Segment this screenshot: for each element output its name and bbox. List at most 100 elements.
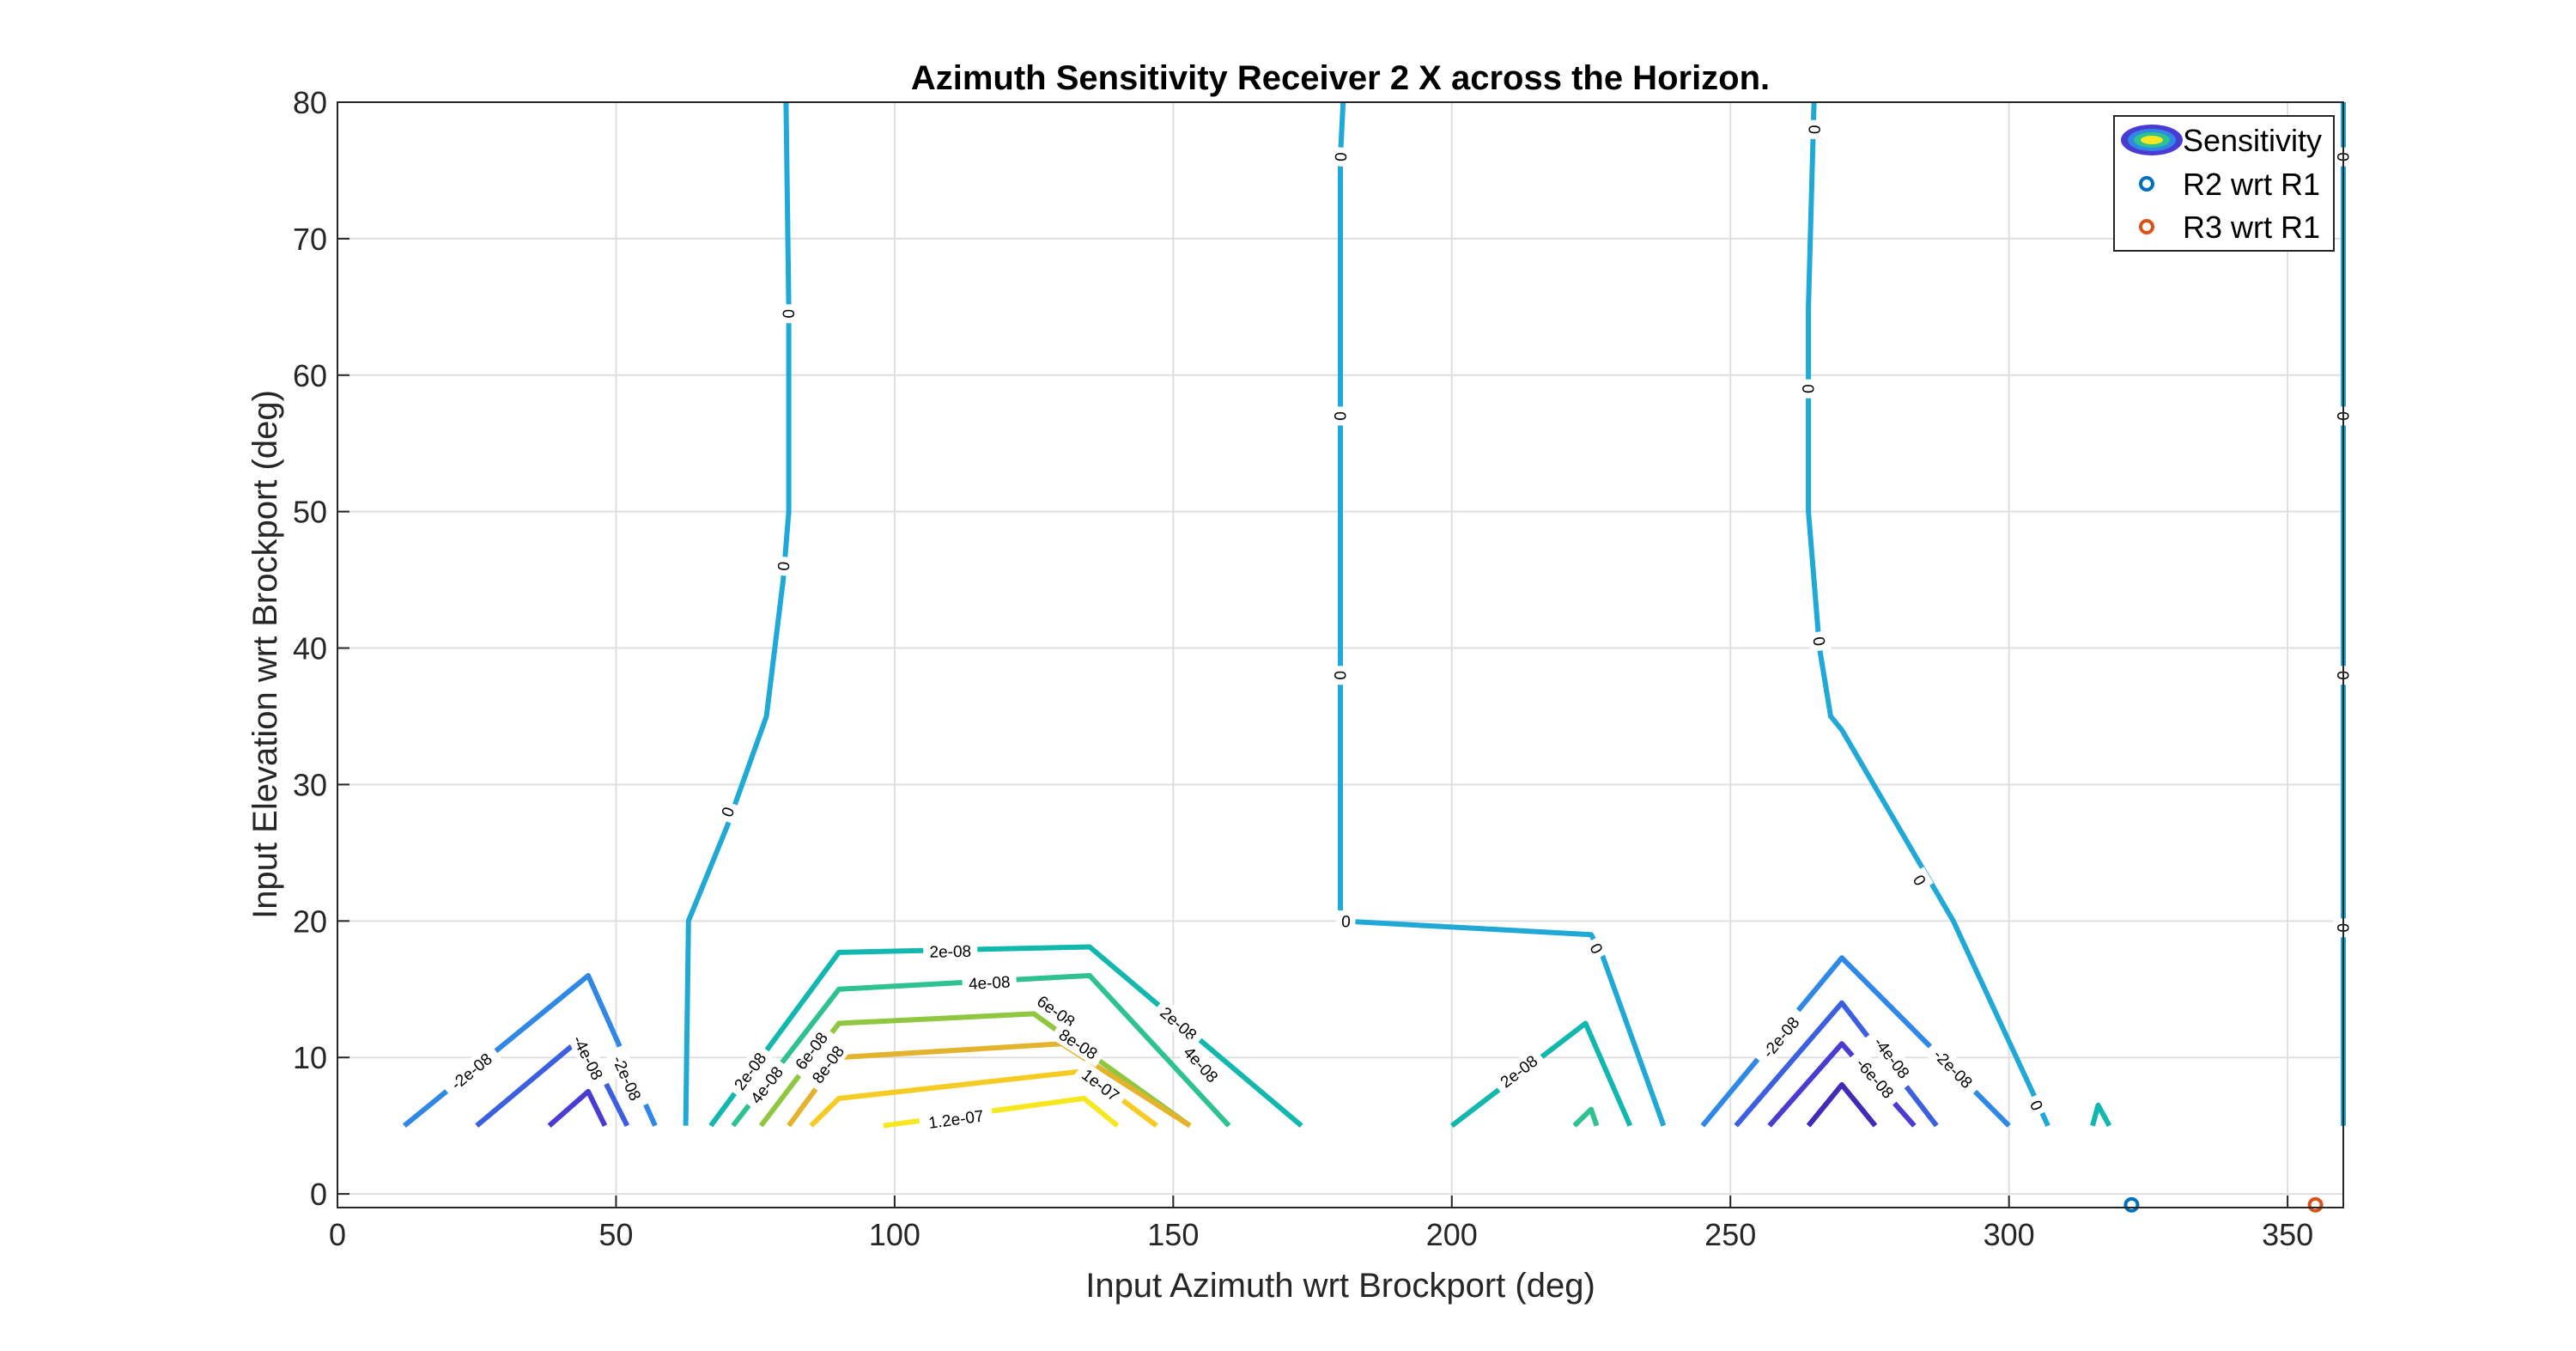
contour-label-bg (440, 1043, 502, 1099)
contour-label-bg (1752, 1006, 1809, 1068)
y-tick-label: 30 (293, 767, 327, 802)
y-tick-label: 70 (293, 222, 327, 257)
contour-label-text: 0 (1333, 152, 1352, 162)
contour-label: 0 (1329, 147, 1352, 167)
contour-label-bg (923, 940, 978, 962)
contour-label-bg (1329, 147, 1352, 167)
contour-label: 0 (2023, 1092, 2050, 1118)
contour-label-bg (1491, 1046, 1546, 1096)
legend-r2-marker (2139, 176, 2154, 192)
legend-label-r2: R2 wrt R1 (2183, 167, 2320, 202)
contour-label-bg (1807, 630, 1832, 653)
contour-label-text: 0 (1806, 125, 1824, 134)
contour-label-bg (803, 1036, 853, 1092)
contour-label-bg (564, 1024, 612, 1091)
marker-r2-wrt-r1 (2123, 1196, 2140, 1213)
contour-label-text: 0 (2333, 411, 2351, 421)
y-tick-label: 40 (293, 631, 327, 666)
contour-label: 0 (772, 556, 794, 577)
contour-label-bg (1923, 1038, 1984, 1098)
contour-label-bg (1330, 666, 1351, 685)
contour-line (547, 1088, 608, 1128)
contour-label-text: 4e-08 (968, 973, 1011, 994)
contour-label: 0 (714, 799, 741, 825)
y-tick-label: 20 (293, 904, 327, 939)
legend: Sensitivity R2 wrt R1 R3 wrt R1 (2113, 115, 2335, 252)
contour-label-text: 0 (775, 561, 794, 571)
contour-label-bg (1049, 1020, 1108, 1068)
contour-line (1806, 1082, 1878, 1128)
contour-label-bg (605, 1044, 650, 1111)
x-tick-label: 200 (1426, 1217, 1478, 1252)
y-tick-label: 80 (293, 85, 327, 120)
contour-label-bg (1905, 867, 1934, 894)
x-tick-label: 150 (1147, 1217, 1199, 1252)
x-tick-label: 300 (1984, 1217, 2035, 1252)
y-tick-label: 50 (293, 495, 327, 530)
x-axis-label: Input Azimuth wrt Brockport (deg) (1085, 1267, 1595, 1305)
contour-label-text: 0 (1798, 384, 1816, 393)
contour-label-bg (1803, 119, 1825, 140)
contour-label: 2e-08 (923, 940, 978, 962)
contour-line (2090, 1102, 2112, 1128)
contour-label-bg (2023, 1092, 2050, 1118)
contour-label: 0 (1807, 630, 1832, 653)
x-tick-label: 350 (2262, 1217, 2313, 1252)
contour-label-bg (1846, 1047, 1905, 1109)
contour-label-text: 0 (2333, 152, 2351, 161)
contour-label-bg (1072, 1060, 1129, 1110)
legend-r3-marker (2139, 219, 2154, 234)
contour-label: 0 (778, 304, 799, 324)
contour-label-bg (741, 1056, 792, 1113)
contour-label-bg (1028, 987, 1084, 1036)
contour-label-text: 0 (1808, 636, 1827, 648)
contour-label-bg (778, 304, 799, 324)
contour-label-bg (1798, 379, 1820, 399)
contour-label-text: 2e-08 (929, 943, 971, 962)
y-axis-label: Input Elevation wrt Brockport (deg) (246, 390, 284, 919)
contour-label-text: 0 (1341, 913, 1352, 932)
contour-label-bg (725, 1043, 775, 1099)
contour-label-bg (786, 1022, 836, 1079)
contour-label: 4e-08 (962, 971, 1018, 995)
x-tick-label: 250 (1704, 1217, 1756, 1252)
contour-label-bg (1330, 406, 1351, 426)
contour-label-text: 0 (2333, 923, 2351, 933)
contour-label-bg (1151, 998, 1206, 1049)
contour-line (787, 1041, 1192, 1129)
legend-label-sensitivity: Sensitivity (2183, 123, 2322, 158)
contour-label-bg (918, 1104, 994, 1135)
contour-label: 0 (1803, 119, 1825, 140)
contour-label-text: 0 (1330, 411, 1348, 421)
contour-label-text: 0 (1330, 671, 1348, 680)
contour-label-bg (714, 799, 741, 825)
contour-label: 0 (1330, 666, 1351, 685)
contour-label: 0 (1583, 934, 1611, 962)
legend-sensitivity-icon (2121, 125, 2183, 155)
contour-label: 0 (1905, 867, 1934, 894)
contour-label: 0 (1798, 379, 1820, 399)
plot-frame (337, 101, 2344, 1208)
contour-label: 0 (1330, 406, 1351, 426)
y-tick-label: 0 (310, 1177, 327, 1212)
contour-label-text: 0 (2333, 671, 2351, 680)
contour-label-bg (1864, 1025, 1920, 1089)
contour-label-text: 0 (779, 309, 797, 319)
legend-label-r3: R3 wrt R1 (2183, 210, 2320, 245)
contour-label-bg (1583, 934, 1611, 962)
x-tick-label: 0 (329, 1217, 346, 1252)
chart-title: Azimuth Sensitivity Receiver 2 X across … (911, 59, 1770, 97)
y-tick-label: 10 (293, 1040, 327, 1075)
contour-line (1449, 1020, 1633, 1129)
marker-r3-wrt-r1 (2307, 1196, 2324, 1213)
y-tick-label: 60 (293, 358, 327, 393)
marker-layer (2123, 1196, 2324, 1213)
x-tick-label: 50 (598, 1217, 633, 1252)
contour-label: 0 (1335, 910, 1357, 932)
contour-label-bg (1335, 910, 1357, 932)
contour-line (683, 101, 792, 1126)
contour-label-bg (772, 556, 794, 577)
contour-label-bg (962, 971, 1018, 995)
tick-layer: 0 50 100 150 200 250 300 350 0 10 20 30 40 50 60 70 80 (293, 85, 2313, 1252)
